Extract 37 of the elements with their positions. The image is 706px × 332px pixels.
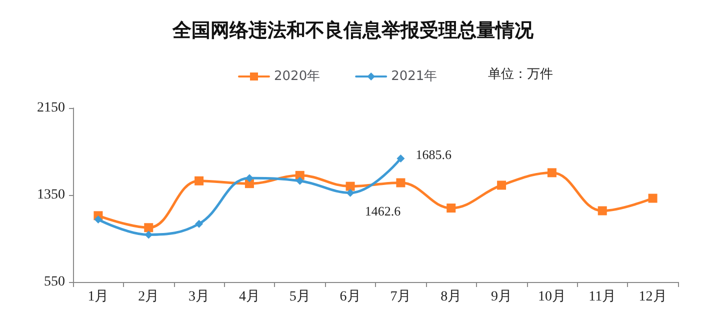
y-tick-label: 550 <box>44 274 65 290</box>
x-tick-label: 11月 <box>588 290 616 304</box>
point <box>346 182 355 191</box>
x-tick-label: 9月 <box>491 290 512 304</box>
point <box>346 188 354 197</box>
y-tick-label: 2150 <box>37 100 65 116</box>
point <box>446 204 456 213</box>
point <box>396 154 405 163</box>
point <box>144 223 154 232</box>
x-tick-label: 8月 <box>440 290 462 304</box>
point <box>194 176 204 186</box>
legend-label: 2020年 <box>274 69 320 84</box>
point <box>94 215 102 224</box>
legend-label: 2021年 <box>391 69 438 84</box>
x-tick-label: 4月 <box>238 290 260 304</box>
point <box>396 178 406 188</box>
point <box>598 206 607 216</box>
y-tick-label: 1350 <box>37 188 65 202</box>
point <box>245 174 254 182</box>
point <box>497 180 506 190</box>
x-tick-label: 5月 <box>289 290 310 304</box>
data-label: 1462.6 <box>364 203 402 218</box>
x-tick-label: 10月 <box>538 290 566 304</box>
x-tick-label: 12月 <box>638 290 667 304</box>
x-tick-label: 7月 <box>390 290 412 304</box>
point <box>296 176 304 185</box>
x-tick-label: 3月 <box>188 290 210 304</box>
point <box>144 230 153 239</box>
point <box>547 168 556 178</box>
x-tick-label: 1月 <box>88 290 109 304</box>
data-label: 1685.6 <box>416 147 452 162</box>
point <box>195 220 204 228</box>
text: 单位：万件 <box>488 67 553 82</box>
x-tick-label: 2月 <box>138 290 160 304</box>
chart-title: 全国网络违法和不良信息举报受理总量情况 <box>172 20 534 42</box>
point <box>648 194 658 203</box>
x-tick-label: 6月 <box>340 290 361 304</box>
